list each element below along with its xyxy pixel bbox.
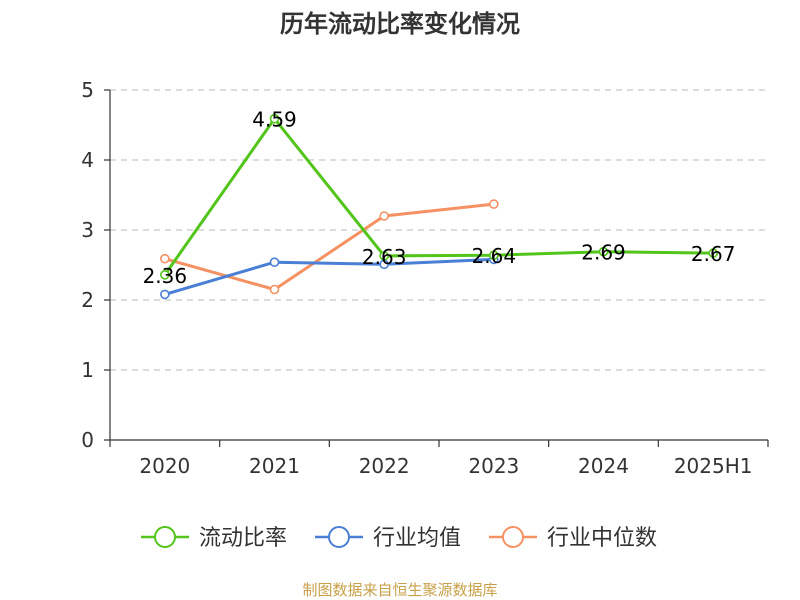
- data-point: [269, 257, 280, 268]
- legend-item[interactable]: 行业均值: [315, 526, 461, 551]
- grid-lines: [110, 89, 768, 371]
- legend-item[interactable]: 流动比率: [141, 526, 287, 551]
- data-point: [379, 211, 389, 221]
- y-tick-label: 4: [81, 148, 94, 172]
- x-tick-label: 2020: [139, 454, 190, 478]
- data-point: [269, 284, 280, 295]
- data-label: 4.59: [252, 108, 297, 132]
- data-point: [489, 250, 499, 260]
- source-note: 制图数据来自恒生聚源数据库: [302, 581, 497, 599]
- series-line-2: [164, 202, 494, 291]
- data-point: [160, 269, 170, 280]
- y-tick-label: 3: [81, 218, 94, 242]
- data-label: 2.64: [472, 244, 517, 268]
- x-tick-label: 2022: [359, 454, 410, 478]
- data-label: 2.67: [691, 242, 736, 266]
- legend-label: 行业均值: [373, 526, 461, 551]
- data-point: [160, 289, 170, 300]
- legend-label: 行业中位数: [547, 526, 657, 551]
- legend-swatch-marker: [154, 526, 176, 548]
- data-label: 2.36: [143, 264, 188, 288]
- y-tick-label: 2: [81, 288, 94, 312]
- legend-label: 流动比率: [199, 526, 287, 551]
- data-label: 2.69: [581, 241, 626, 265]
- legend-swatch-marker: [502, 526, 524, 548]
- y-tick-label: 0: [81, 428, 94, 452]
- x-tick-label: 2025H1: [674, 454, 753, 478]
- legend[interactable]: 流动比率 行业均值 行业中位数: [141, 526, 657, 551]
- data-point: [269, 113, 280, 124]
- data-point: [379, 251, 389, 261]
- axes: 0 1 2 3 4 5 2020 2021 2022 2023 2024 2025H1: [81, 78, 769, 478]
- x-tick-label: 2023: [468, 454, 519, 478]
- legend-swatch-marker: [328, 526, 350, 548]
- data-labels: 2.36 4.59 2.63 2.64 2.69 2.67: [143, 108, 736, 288]
- chart-title: 历年流动比率变化情况: [280, 10, 520, 38]
- series-line-1: [164, 257, 494, 296]
- data-point: [160, 253, 170, 264]
- legend-item[interactable]: 行业中位数: [489, 526, 657, 551]
- x-tick-label: 2021: [249, 454, 300, 478]
- data-point: [489, 199, 499, 209]
- data-point: [598, 246, 609, 257]
- series-layer: [160, 113, 718, 300]
- y-tick-label: 1: [81, 358, 94, 382]
- data-point: [708, 248, 718, 258]
- series-line-0: [163, 117, 714, 276]
- x-tick-label: 2024: [578, 454, 629, 478]
- data-label: 2.63: [362, 245, 407, 269]
- y-tick-label: 5: [81, 78, 94, 102]
